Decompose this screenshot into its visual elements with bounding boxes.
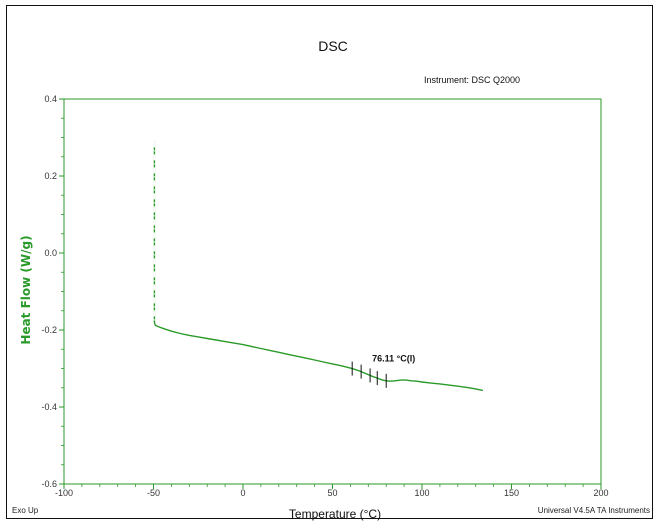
x-tick-label: 50 bbox=[327, 488, 337, 498]
chart-frame bbox=[6, 5, 653, 519]
x-tick-label: 100 bbox=[414, 488, 429, 498]
footer-software: Universal V4.5A TA Instruments bbox=[538, 506, 650, 515]
x-ticks: -100 -50 0 50 100 150 200 bbox=[55, 484, 609, 498]
footer-exo-up: Exo Up bbox=[12, 506, 39, 515]
y-tick-label: 0.0 bbox=[44, 248, 57, 258]
plot-area-border bbox=[63, 98, 602, 485]
transition-annotation: 76.11 °C(I) bbox=[372, 354, 415, 364]
x-axis-label: Temperature (°C) bbox=[289, 507, 381, 521]
instrument-label: Instrument: DSC Q2000 bbox=[424, 75, 520, 85]
series-group bbox=[153, 141, 484, 392]
x-tick-label: 150 bbox=[504, 488, 519, 498]
transition-markers bbox=[351, 361, 387, 388]
axes bbox=[63, 98, 602, 485]
x-tick-label: 0 bbox=[240, 488, 245, 498]
x-tick-label: -100 bbox=[55, 488, 73, 498]
y-tick-label: -0.6 bbox=[41, 479, 57, 489]
x-tick-label: 200 bbox=[593, 488, 608, 498]
y-tick-label: 0.2 bbox=[44, 171, 57, 181]
y-ticks: 0.4 0.2 0.0 -0.2 -0.4 -0.6 bbox=[41, 94, 64, 489]
y-tick-label: 0.4 bbox=[44, 94, 57, 104]
chart-title: DSC bbox=[318, 38, 348, 54]
y-axis-label: Heat Flow (W/g) bbox=[19, 235, 33, 344]
x-tick-label: -50 bbox=[147, 488, 160, 498]
heat-flow-line bbox=[153, 141, 484, 392]
y-tick-label: -0.4 bbox=[41, 402, 57, 412]
y-tick-label: -0.2 bbox=[41, 325, 57, 335]
